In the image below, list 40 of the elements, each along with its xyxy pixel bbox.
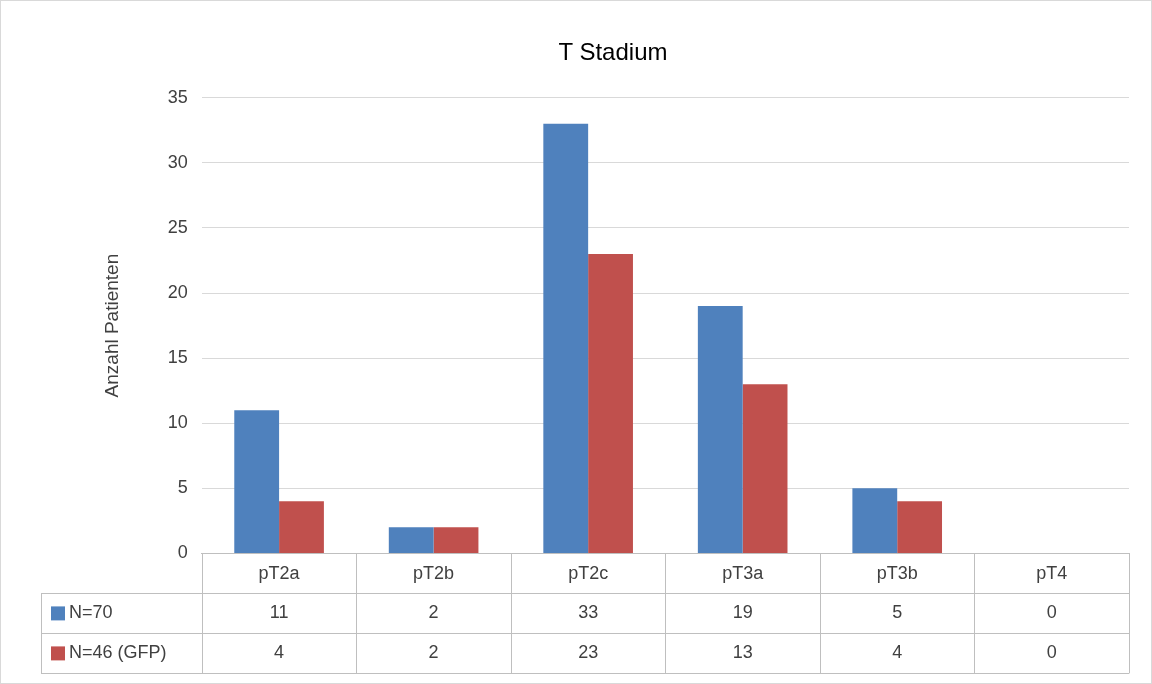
y-tick-label: 35 — [167, 86, 188, 107]
data-label: 13 — [732, 642, 753, 663]
bar — [588, 254, 633, 553]
bar — [279, 501, 324, 553]
data-label: 4 — [274, 642, 285, 663]
data-label: 0 — [1046, 602, 1057, 623]
legend-label: N=46 (GFP) — [69, 642, 167, 663]
y-axis-title: Anzahl Patienten — [100, 253, 122, 398]
y-tick-label: 30 — [167, 151, 188, 172]
x-tick-label: pT4 — [1036, 563, 1068, 584]
y-tick-label: 10 — [167, 412, 188, 433]
y-tick-label: 25 — [167, 216, 188, 237]
chart-title: T Stadium — [558, 38, 668, 66]
bar — [897, 501, 943, 553]
data-label: 5 — [892, 602, 903, 623]
x-tick-label: pT2b — [413, 563, 455, 584]
bar — [234, 410, 280, 553]
data-label: 33 — [578, 602, 599, 623]
data-label: 11 — [269, 602, 289, 623]
data-label: 19 — [732, 602, 753, 623]
bar — [433, 527, 479, 553]
bar — [852, 488, 898, 553]
y-tick-label: 15 — [167, 347, 188, 368]
y-tick-label: 20 — [167, 282, 188, 303]
data-label: 23 — [578, 642, 599, 663]
data-label: 2 — [428, 642, 439, 663]
x-tick-label: pT2a — [258, 563, 301, 584]
y-tick-label: 5 — [177, 477, 188, 498]
x-tick-label: pT3b — [876, 563, 918, 584]
data-label: 0 — [1046, 642, 1057, 663]
bar — [388, 527, 434, 553]
bar — [543, 123, 589, 553]
bar — [697, 306, 743, 553]
x-tick-label: pT2c — [568, 563, 609, 584]
legend-label: N=70 — [69, 602, 113, 623]
bar — [742, 384, 788, 553]
x-tick-label: pT3a — [722, 563, 765, 584]
data-label: 2 — [428, 602, 439, 623]
data-label: 4 — [892, 642, 903, 663]
y-tick-label: 0 — [177, 542, 188, 563]
